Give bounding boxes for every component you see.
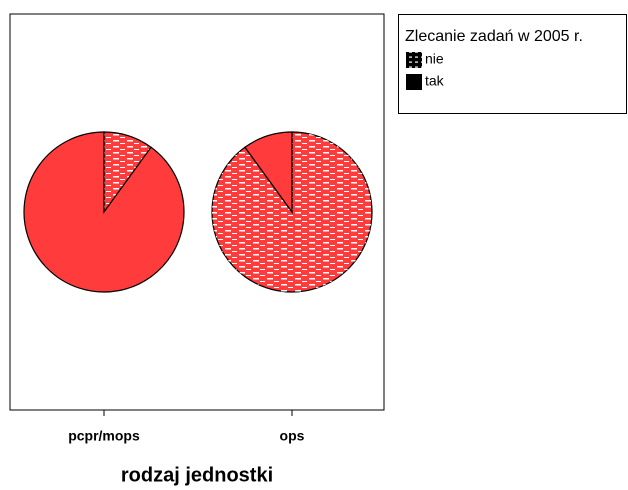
legend-label: tak <box>425 73 445 89</box>
legend-swatch <box>406 52 422 68</box>
legend-swatch <box>406 74 422 90</box>
pie-slice-hatch <box>104 132 152 212</box>
legend-title: Zlecanie zadań w 2005 r. <box>405 28 583 45</box>
x-tick-label: ops <box>280 428 305 444</box>
pie-slice <box>244 131 293 214</box>
pie-slice <box>23 131 185 293</box>
legend-label: nie <box>425 51 444 67</box>
x-axis-label: rodzaj jednostki <box>121 464 273 486</box>
x-tick-label: pcpr/mops <box>68 428 140 444</box>
legend-box <box>398 14 627 114</box>
